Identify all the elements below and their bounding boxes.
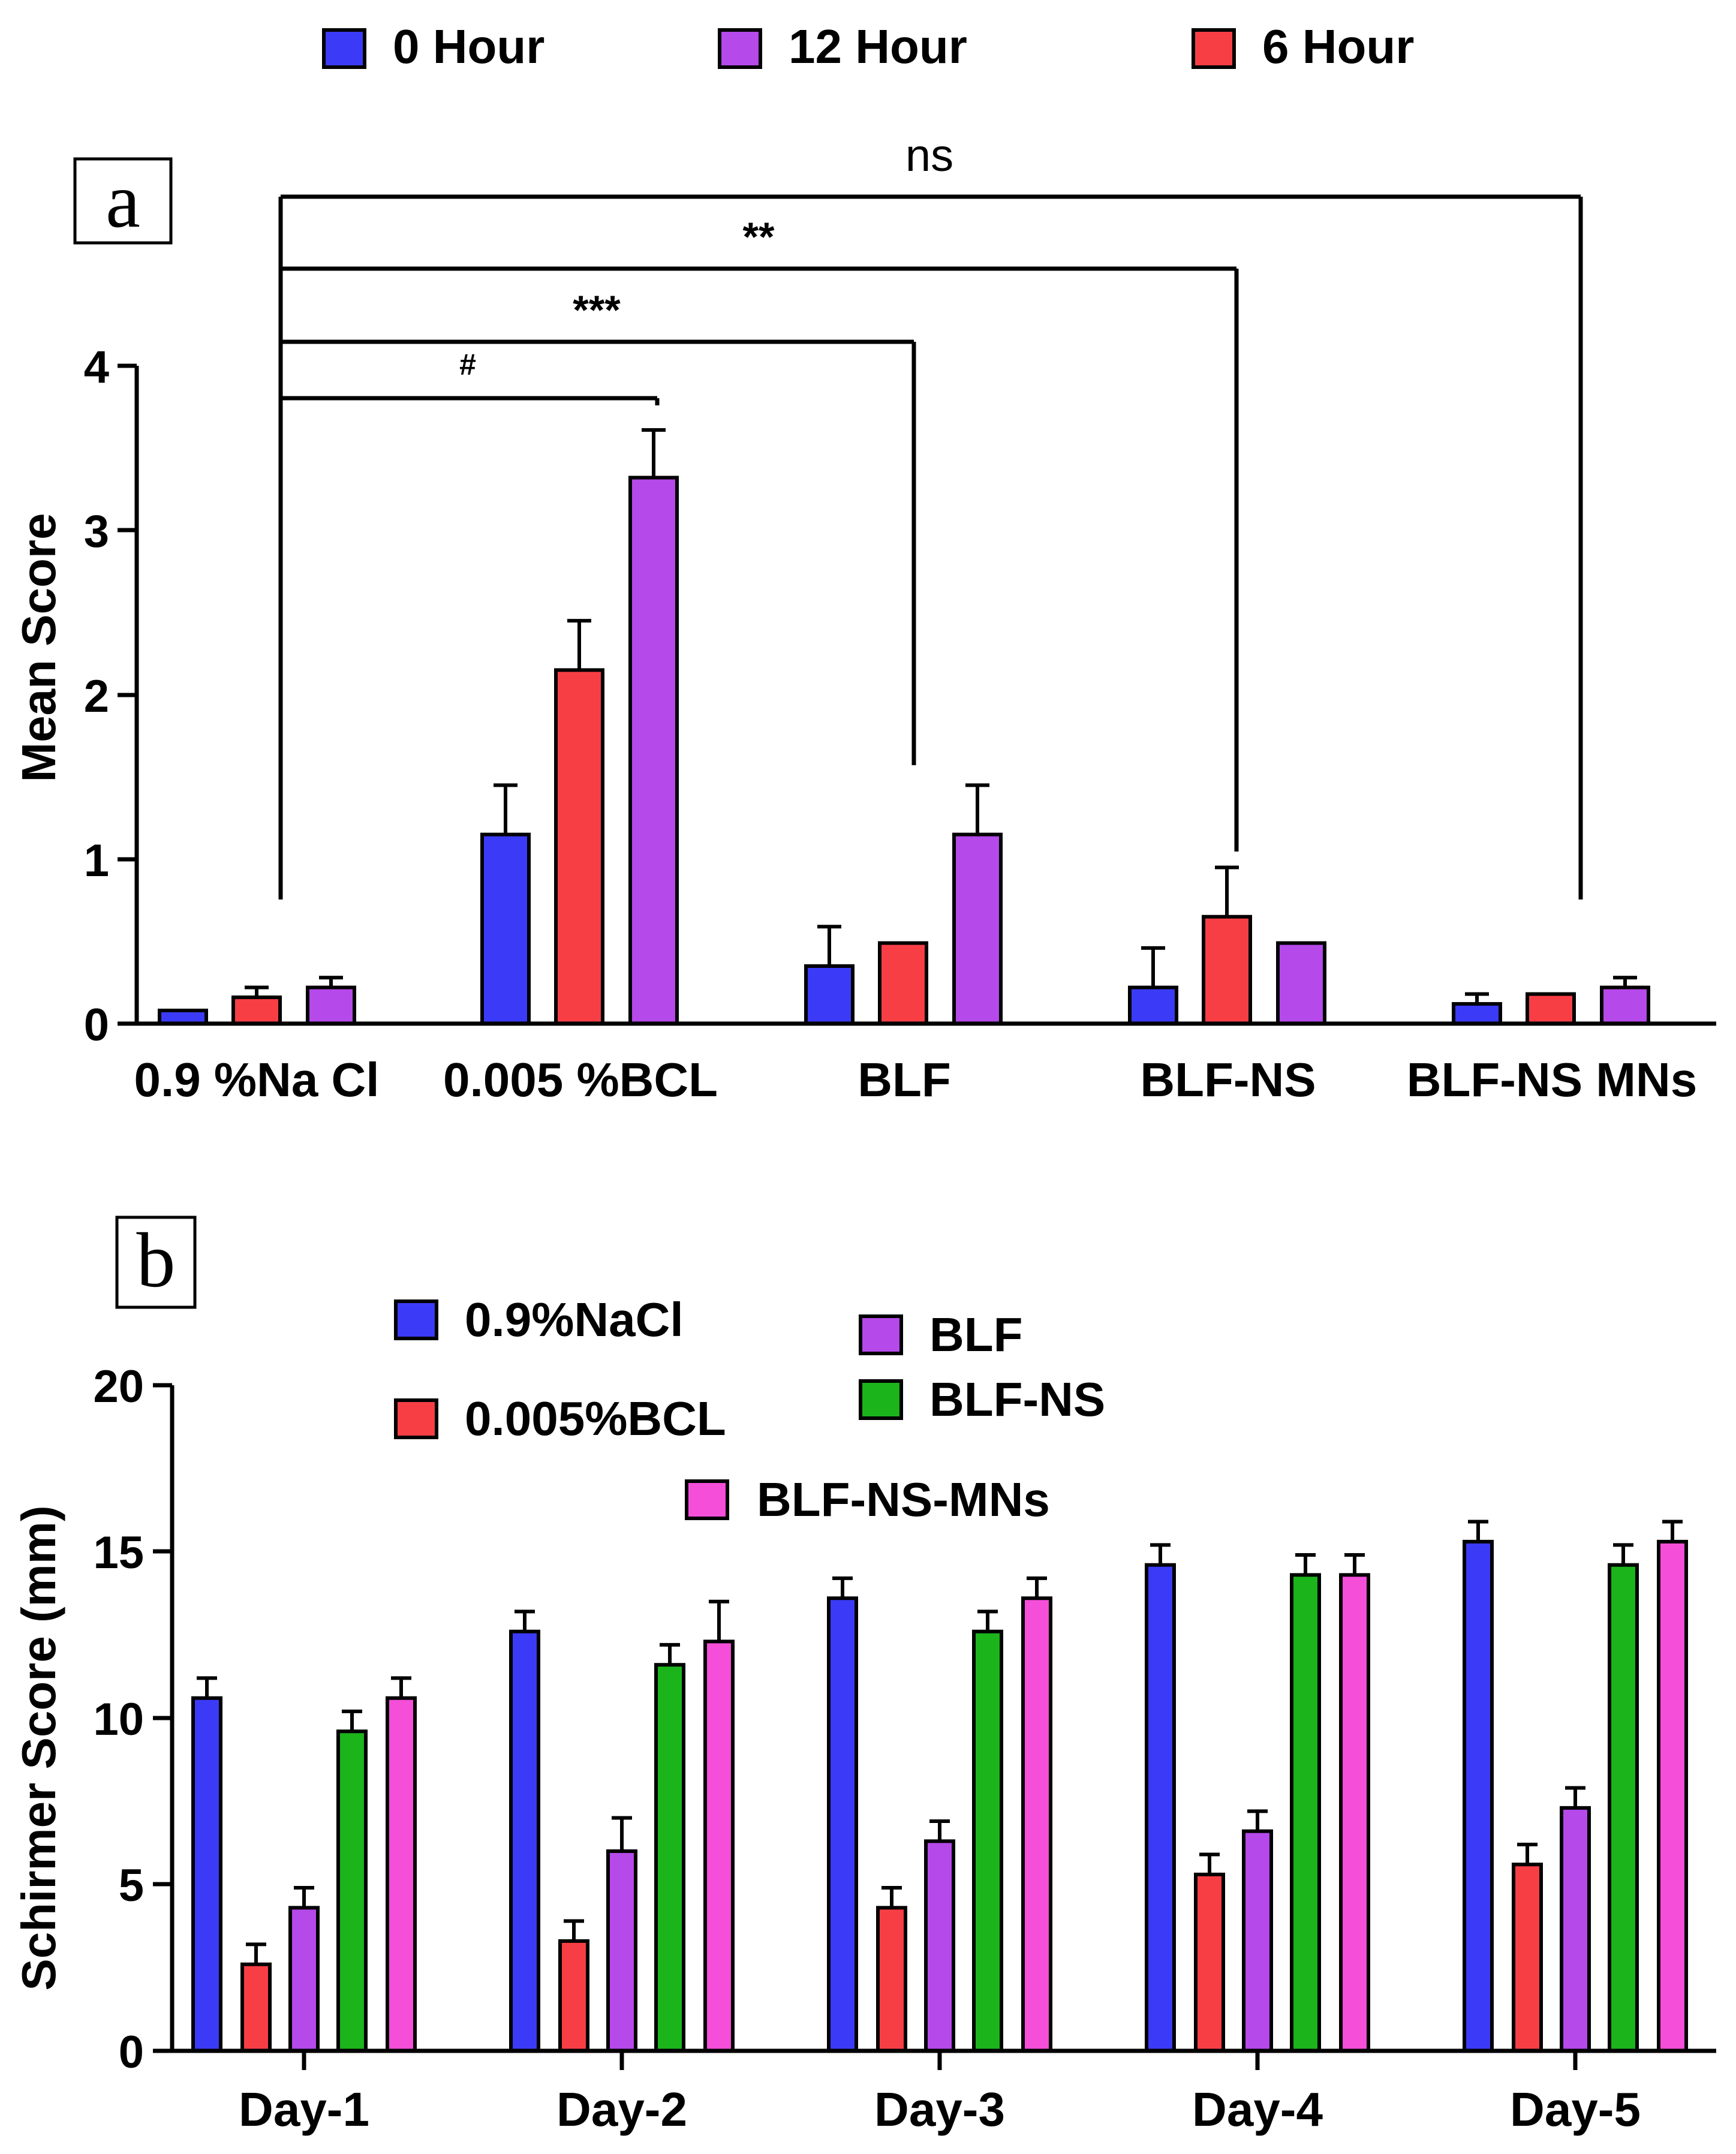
x-tick-label: Day-2 [556, 2083, 687, 2136]
bar [876, 1906, 907, 2053]
legend-label-6-hour: 6 Hour [1262, 20, 1414, 73]
y-tick-label: 5 [119, 1860, 144, 1911]
bar [1145, 1563, 1176, 2053]
x-ticks-b: Day-1 Day-2 Day-3 Day-4 Day-5 [239, 2051, 1641, 2136]
y-axis-title-b: Schirmer Score (mm) [12, 1505, 65, 1990]
significance-label: ns [905, 130, 953, 181]
legend-swatch-blf-ns [859, 1379, 903, 1420]
panel-a: a 0 Hour 12 Hour 6 Hour Mean Score #****… [12, 20, 1716, 1106]
bar [1452, 1002, 1502, 1025]
y-tick-label: 15 [93, 1527, 144, 1578]
bar [1560, 1806, 1591, 2053]
legend-swatch-12-hour [718, 28, 762, 69]
legend-b: 0.9%NaCl 0.005%BCL BLF BLF-NS BLF-NS-MNs [394, 1293, 1105, 1526]
bar [628, 476, 679, 1025]
y-ticks-b: 0 5 10 15 20 [93, 1361, 172, 2078]
bar [306, 985, 356, 1026]
bar [924, 1839, 955, 2053]
bar [554, 668, 604, 1026]
bar [1021, 1596, 1052, 2053]
bar [240, 1962, 272, 2053]
legend-label-blf: BLF [929, 1308, 1023, 1361]
x-tick-label: BLF-NS [1140, 1053, 1316, 1106]
bars-b [191, 1520, 1688, 2053]
bar [1600, 985, 1650, 1026]
bar [972, 1629, 1003, 2053]
bar [606, 1849, 637, 2053]
legend-swatch-blf-ns-mns [685, 1479, 729, 1520]
y-tick-label: 0 [119, 2027, 144, 2078]
legend-label-12-hour: 12 Hour [789, 20, 967, 73]
legend-label-bcl: 0.005%BCL [465, 1392, 726, 1445]
significance-label: # [459, 348, 476, 381]
significance-label: *** [573, 287, 621, 333]
bar [191, 1696, 222, 2053]
bar [1128, 985, 1178, 1026]
bar [1290, 1573, 1321, 2053]
panel-a-label-box [73, 157, 173, 245]
panel-b: b 0.9%NaCl 0.005%BCL BLF BLF-NS BLF-NS-M… [12, 1216, 1716, 2136]
bar [1194, 1872, 1225, 2053]
legend-a: 0 Hour 12 Hour 6 Hour [322, 20, 1414, 73]
y-ticks-a: 0 1 2 3 4 [84, 342, 137, 1051]
bar [878, 941, 928, 1026]
legend-label-blf-ns: BLF-NS [929, 1373, 1105, 1426]
x-tick-label: 0.005 %BCL [443, 1053, 718, 1106]
y-tick-label: 1 [84, 835, 109, 886]
x-tick-label: Day-3 [874, 2083, 1005, 2136]
legend-label-nacl: 0.9%NaCl [465, 1293, 684, 1346]
y-tick-label: 20 [93, 1361, 144, 1412]
bar [952, 832, 1003, 1026]
bar [1202, 914, 1252, 1026]
y-tick-label: 0 [84, 1000, 109, 1051]
significance-brackets: #*****ns [278, 130, 1583, 899]
bars-a [158, 428, 1650, 1026]
bar [1242, 1829, 1273, 2053]
bar [480, 832, 531, 1026]
y-tick-label: 2 [84, 671, 109, 722]
bar [386, 1696, 417, 2053]
bar [509, 1629, 540, 2053]
bar [231, 995, 282, 1025]
bar [1608, 1563, 1639, 2053]
x-tick-label: Day-5 [1510, 2083, 1641, 2136]
y-axis-title-a: Mean Score [12, 513, 65, 782]
x-tick-label: BLF-NS MNs [1407, 1053, 1697, 1106]
panel-a-label: a [106, 158, 140, 244]
legend-swatch-6-hour [1192, 28, 1236, 69]
y-tick-label: 10 [93, 1694, 144, 1745]
bar [1276, 941, 1326, 1026]
legend-swatch-nacl [394, 1299, 438, 1340]
bar [1512, 1863, 1543, 2053]
bar [288, 1906, 320, 2053]
significance-label: ** [743, 214, 775, 260]
legend-swatch-bcl [394, 1398, 438, 1439]
bar [1657, 1539, 1688, 2053]
bar [1339, 1573, 1370, 2053]
x-tick-label: Day-1 [239, 2083, 369, 2136]
y-tick-label: 3 [84, 506, 109, 557]
panel-b-label: b [137, 1217, 176, 1304]
legend-swatch-0-hour [322, 28, 366, 69]
x-tick-label: Day-4 [1192, 2083, 1323, 2136]
legend-label-blf-ns-mns: BLF-NS-MNs [757, 1473, 1050, 1526]
x-tick-label: BLF [858, 1053, 951, 1106]
legend-swatch-blf [859, 1314, 903, 1355]
bar [804, 964, 855, 1025]
bar [1463, 1539, 1494, 2053]
legend-label-0-hour: 0 Hour [393, 20, 544, 73]
x-tick-label: 0.9 %Na Cl [134, 1053, 379, 1106]
bar [558, 1939, 589, 2053]
panel-b-label-box [115, 1216, 197, 1309]
y-tick-label: 4 [84, 342, 109, 393]
bar [703, 1639, 735, 2053]
bar [827, 1596, 858, 2053]
bar [336, 1729, 368, 2053]
bar [654, 1663, 685, 2053]
x-labels-a: 0.9 %Na Cl 0.005 %BCL BLF BLF-NS BLF-NS … [134, 1053, 1697, 1106]
bar [1526, 992, 1576, 1026]
